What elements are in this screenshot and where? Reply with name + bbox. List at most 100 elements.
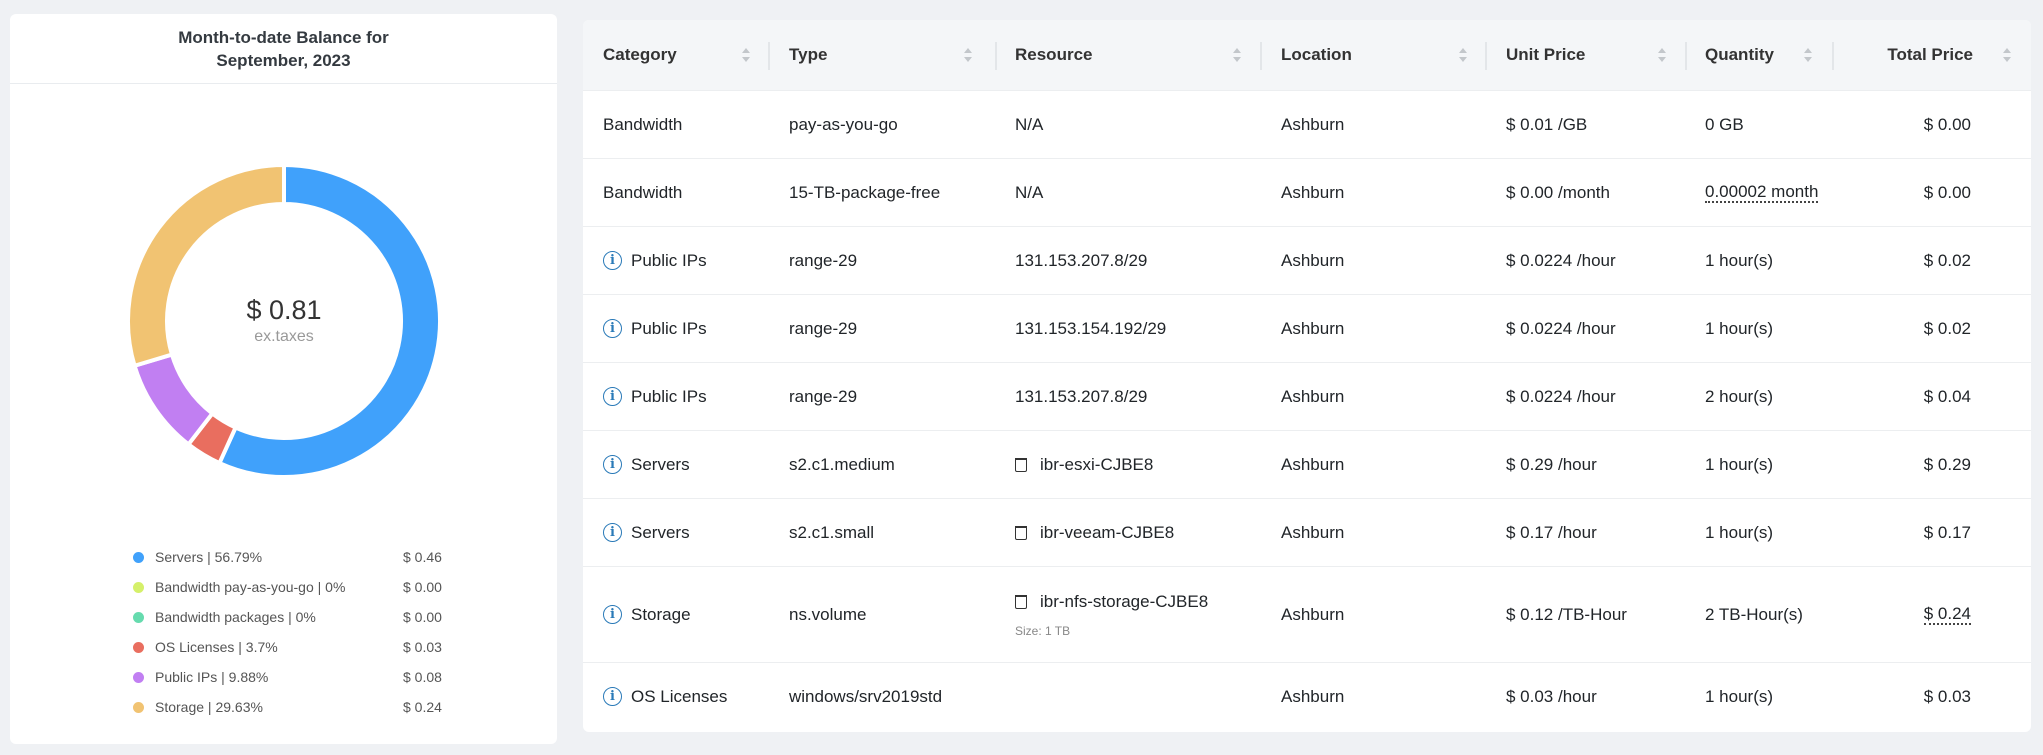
column-header-type[interactable]: Type <box>789 45 828 64</box>
info-icon[interactable]: i <box>603 319 622 338</box>
category-text: Bandwidth <box>603 182 683 202</box>
total-price-text: $ 0.02 <box>1923 318 1971 338</box>
cell-category: i Servers <box>603 431 690 498</box>
info-icon[interactable]: i <box>603 387 622 406</box>
info-icon[interactable]: i <box>603 605 622 624</box>
cell-location: Ashburn <box>1281 250 1345 270</box>
legend-item[interactable]: Storage | 29.63% $ 0.24 <box>133 692 463 722</box>
category-text: Public IPs <box>631 386 707 406</box>
cell-location: Ashburn <box>1281 604 1345 624</box>
cell-type: range-29 <box>789 250 858 270</box>
cell-type: s2.c1.small <box>789 522 875 542</box>
quantity-text: 0 GB <box>1705 114 1744 134</box>
info-icon[interactable]: i <box>603 455 622 474</box>
sort-icon[interactable] <box>1232 47 1242 63</box>
title-line-2: September, 2023 <box>216 51 351 70</box>
cell-total-price: $ 0.00 <box>1924 159 1971 226</box>
cell-location: Ashburn <box>1281 114 1345 134</box>
resource-text[interactable]: ibr-nfs-storage-CJBE8 <box>1040 591 1209 611</box>
column-header-total-price[interactable]: Total Price <box>1887 45 1973 64</box>
legend-color-dot <box>133 551 144 563</box>
sort-icon[interactable] <box>963 47 973 63</box>
legend-amount: $ 0.03 <box>403 639 442 655</box>
cell-total-price: $ 0.03 <box>1924 663 1971 730</box>
total-price-text: $ 0.03 <box>1923 686 1971 706</box>
title-line-1: Month-to-date Balance for <box>178 28 389 47</box>
resource-text: 131.153.207.8/29 <box>1015 386 1148 406</box>
cell-unit-price: $ 0.00 /month <box>1506 182 1610 202</box>
column-header-unit-price[interactable]: Unit Price <box>1506 45 1586 64</box>
legend-label: OS Licenses | 3.7% <box>155 639 278 655</box>
cell-category: i Public IPs <box>603 227 707 294</box>
quantity-text: 1 hour(s) <box>1705 250 1774 270</box>
legend-label: Public IPs | 9.88% <box>155 669 269 685</box>
cell-category: i Public IPs <box>603 363 707 430</box>
total-amount: $ 0.81 <box>246 295 322 325</box>
sort-icon[interactable] <box>1657 47 1667 63</box>
cell-unit-price: $ 0.29 /hour <box>1506 454 1597 474</box>
cell-location: Ashburn <box>1281 522 1345 542</box>
legend-item[interactable]: OS Licenses | 3.7% $ 0.03 <box>133 632 463 662</box>
donut-slice-public-ips[interactable] <box>132 352 216 448</box>
table-row: Bandwidth pay-as-you-go N/A Ashburn $ 0.01 /… <box>583 90 2031 158</box>
trash-icon[interactable] <box>1015 457 1027 472</box>
legend-label: Storage | 29.63% <box>155 699 263 715</box>
category-text: Storage <box>631 604 691 624</box>
sort-icon[interactable] <box>1803 47 1813 63</box>
legend-item[interactable]: Bandwidth pay-as-you-go | 0% $ 0.00 <box>133 572 463 602</box>
column-header-resource[interactable]: Resource <box>1015 45 1093 64</box>
column-separator <box>1685 42 1687 70</box>
cell-category: Bandwidth <box>603 91 682 158</box>
cell-type: 15-TB-package-free <box>789 182 941 202</box>
table-row: i Public IPs range-29 131.153.207.8/29 Ashbu… <box>583 362 2031 430</box>
cell-category: Bandwidth <box>603 159 682 226</box>
cell-total-price: $ 0.02 <box>1924 295 1971 362</box>
donut-slice-storage[interactable] <box>126 162 286 369</box>
cell-resource: ibr-veeam-CJBE8 <box>1015 499 1174 566</box>
legend-item[interactable]: Public IPs | 9.88% $ 0.08 <box>133 662 463 692</box>
cell-quantity: 2 TB-Hour(s) <box>1705 567 1803 662</box>
column-header-quantity[interactable]: Quantity <box>1705 45 1774 64</box>
cell-resource: 131.153.207.8/29 <box>1015 363 1147 430</box>
column-header-category[interactable]: Category <box>603 45 677 64</box>
balance-title: Month-to-date Balance for September, 202… <box>10 14 557 84</box>
quantity-text: 2 hour(s) <box>1705 386 1774 406</box>
cell-resource: 131.153.154.192/29 <box>1015 295 1166 362</box>
category-text: Servers <box>631 522 690 542</box>
info-icon[interactable]: i <box>603 523 622 542</box>
total-price-text: $ 0.29 <box>1923 454 1971 474</box>
sort-icon[interactable] <box>741 47 751 63</box>
info-icon[interactable]: i <box>603 251 622 270</box>
total-note: ex.taxes <box>254 328 314 345</box>
resource-text[interactable]: ibr-esxi-CJBE8 <box>1040 454 1154 474</box>
sort-icon[interactable] <box>2002 47 2012 63</box>
cell-unit-price: $ 0.17 /hour <box>1506 522 1597 542</box>
balance-card: Month-to-date Balance for September, 202… <box>10 14 557 744</box>
info-icon[interactable]: i <box>603 687 622 706</box>
donut-slice-servers[interactable] <box>216 162 442 479</box>
cell-type: ns.volume <box>789 604 867 624</box>
trash-icon[interactable] <box>1015 525 1027 540</box>
cell-location: Ashburn <box>1281 318 1345 338</box>
column-header-location[interactable]: Location <box>1281 45 1352 64</box>
total-price-text[interactable]: $ 0.24 <box>1923 603 1971 625</box>
category-text: Bandwidth <box>603 114 683 134</box>
legend-color-dot <box>133 701 144 713</box>
quantity-text: 1 hour(s) <box>1705 454 1774 474</box>
legend-label: Bandwidth packages | 0% <box>155 609 316 625</box>
legend-label: Servers | 56.79% <box>155 549 263 565</box>
sort-icon[interactable] <box>1458 47 1468 63</box>
table-body: Bandwidth pay-as-you-go N/A Ashburn $ 0.01 /… <box>583 90 2031 730</box>
quantity-text: 1 hour(s) <box>1705 522 1774 542</box>
legend-item[interactable]: Servers | 56.79% $ 0.46 <box>133 542 463 572</box>
table-row: i Public IPs range-29 131.153.154.192/29 Ash… <box>583 294 2031 362</box>
quantity-text[interactable]: 0.00002 month <box>1705 181 1819 203</box>
legend-item[interactable]: Bandwidth packages | 0% $ 0.00 <box>133 602 463 632</box>
legend-amount: $ 0.24 <box>403 699 442 715</box>
total-price-text: $ 0.04 <box>1923 386 1971 406</box>
total-price-text: $ 0.02 <box>1923 250 1971 270</box>
cell-unit-price: $ 0.12 /TB-Hour <box>1506 604 1627 624</box>
resource-text[interactable]: ibr-veeam-CJBE8 <box>1040 522 1175 542</box>
legend-label: Bandwidth pay-as-you-go | 0% <box>155 579 346 595</box>
trash-icon[interactable] <box>1015 594 1027 609</box>
